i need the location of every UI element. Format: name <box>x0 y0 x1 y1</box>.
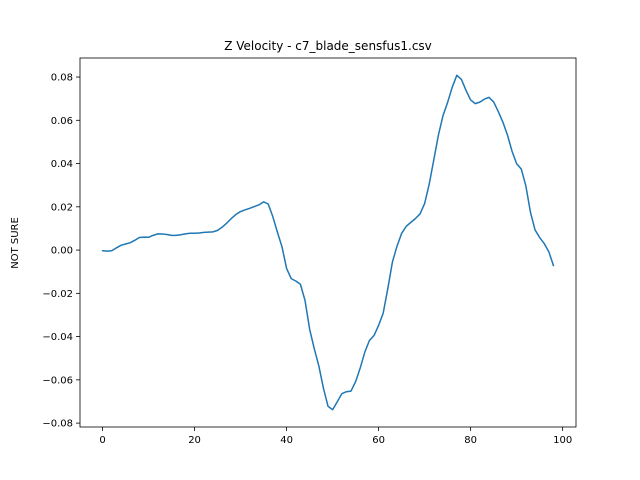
y-tick-label: 0.00 <box>51 246 73 257</box>
y-tick-label: −0.06 <box>42 375 73 386</box>
x-tick-label: 100 <box>553 435 572 446</box>
x-tick-label: 60 <box>372 435 385 446</box>
y-tick-label: −0.08 <box>42 419 73 430</box>
x-tick-label: 20 <box>188 435 201 446</box>
y-tick-label: 0.04 <box>51 159 73 170</box>
y-tick-label: 0.02 <box>51 202 73 213</box>
series-line <box>101 74 555 411</box>
y-axis-label: NOT SURE <box>10 217 21 269</box>
y-tick-label: 0.06 <box>51 116 73 127</box>
y-tick-label: −0.04 <box>42 332 73 343</box>
x-tick-label: 0 <box>99 435 105 446</box>
plot-frame <box>79 57 577 428</box>
y-tick-label: 0.08 <box>51 73 73 84</box>
x-axis-ticks: 0 20 40 60 80 100 <box>99 427 572 446</box>
chart-title: Z Velocity - c7_blade_sensfus1.csv <box>224 39 432 53</box>
x-tick-label: 80 <box>464 435 477 446</box>
x-tick-label: 40 <box>280 435 293 446</box>
y-axis-ticks: −0.08 −0.06 −0.04 −0.02 0.00 0.02 0.04 0.06 0.08 <box>42 73 80 430</box>
y-tick-label: −0.02 <box>42 289 73 300</box>
